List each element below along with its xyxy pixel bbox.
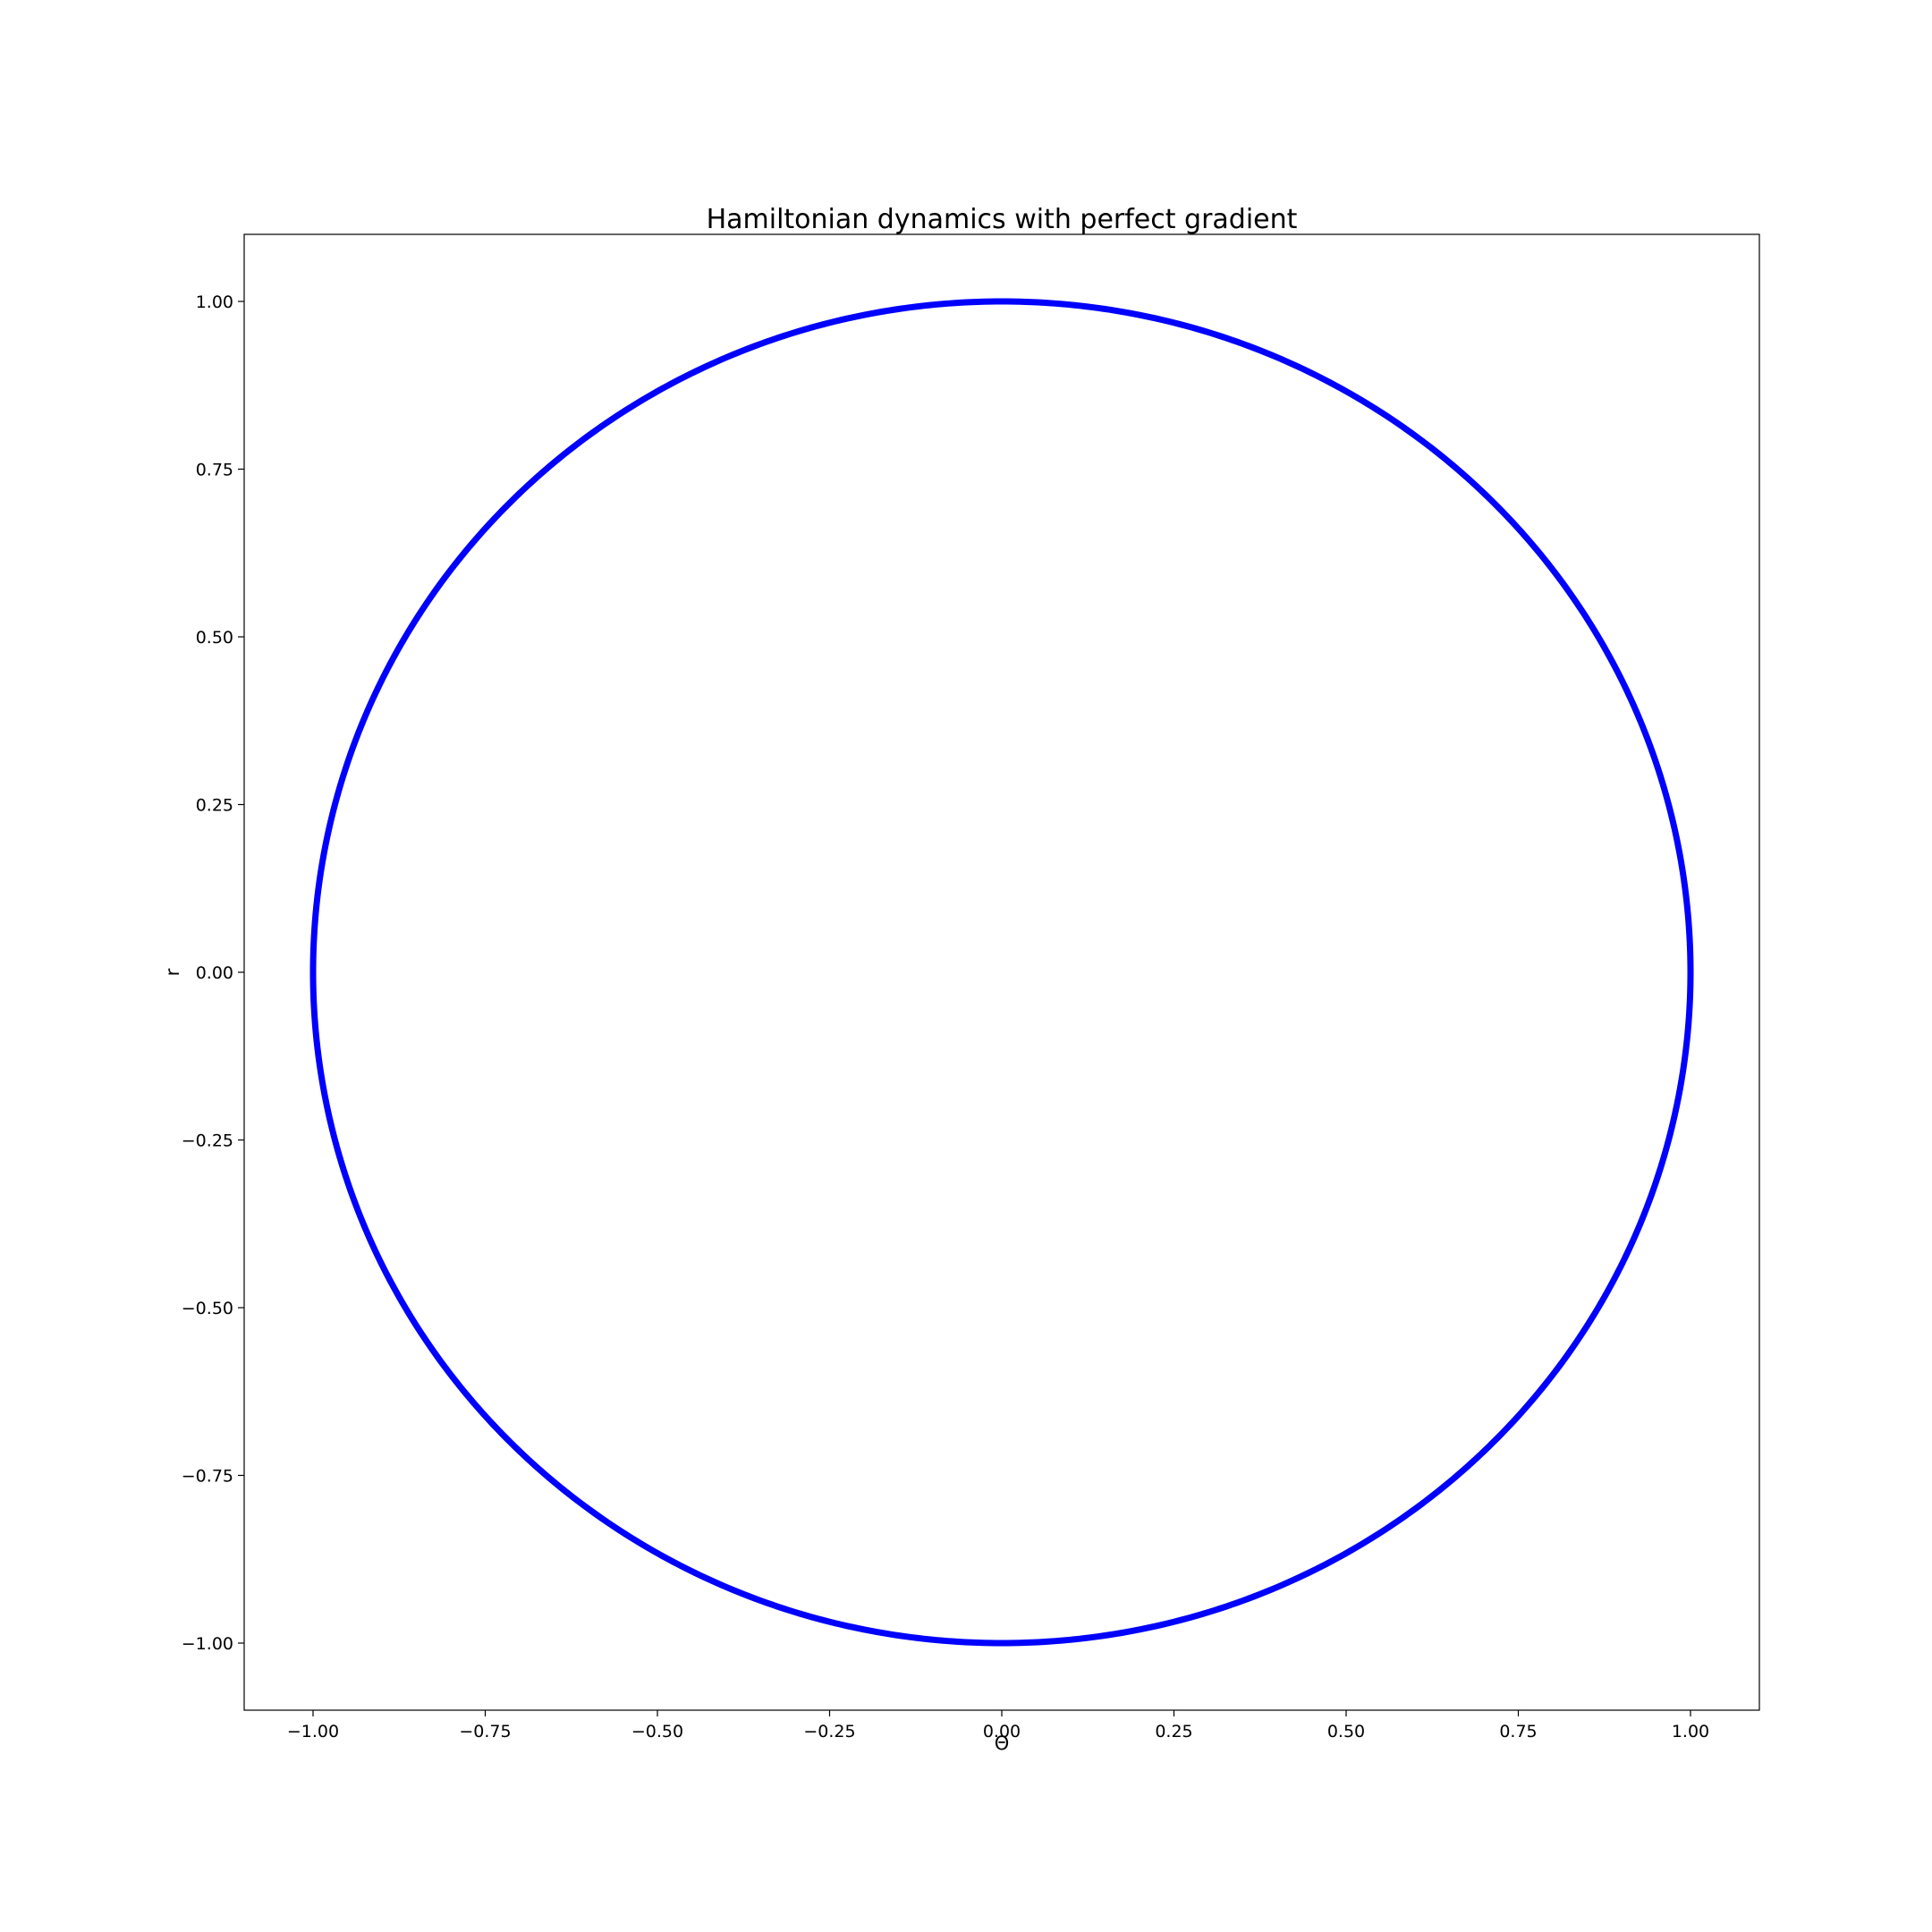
- x-axis-ticks: −1.00 −0.75 −0.50 −0.25 0.00 0.25 0.50 0.75 1.00: [287, 1710, 1709, 1741]
- y-tick-label: 1.00: [196, 292, 233, 312]
- x-tick-label: −1.00: [287, 1722, 339, 1741]
- series-line-0: [309, 298, 1694, 1647]
- y-tick-label: −0.25: [182, 1131, 233, 1151]
- y-tick-label: 0.50: [196, 628, 233, 648]
- y-tick-label: 0.00: [196, 963, 233, 983]
- x-tick-label: −0.50: [631, 1722, 683, 1741]
- y-tick-label: 0.25: [196, 796, 233, 816]
- y-tick-label: −1.00: [182, 1634, 233, 1654]
- x-tick-label: 0.00: [983, 1722, 1021, 1741]
- x-tick-label: 0.75: [1499, 1722, 1537, 1741]
- x-tick-label: −0.75: [459, 1722, 511, 1741]
- x-tick-label: 0.50: [1327, 1722, 1365, 1741]
- series-group: [309, 298, 1694, 1647]
- x-axis-label: Θ: [995, 1733, 1010, 1754]
- x-tick-label: 1.00: [1672, 1722, 1709, 1741]
- x-tick-label: 0.25: [1155, 1722, 1192, 1741]
- plot-area-frame: [243, 233, 1760, 1711]
- y-axis-ticks: −1.00 −0.75 −0.50 −0.25 0.00 0.25 0.50 0.75 1.00: [182, 292, 244, 1654]
- y-tick-label: 0.75: [196, 461, 233, 480]
- y-axis-label: r: [162, 968, 183, 976]
- chart-title: Hamiltonian dynamics with perfect gradie…: [707, 204, 1298, 235]
- y-tick-label: −0.75: [182, 1467, 233, 1487]
- x-tick-label: −0.25: [803, 1722, 855, 1741]
- y-tick-label: −0.50: [182, 1299, 233, 1318]
